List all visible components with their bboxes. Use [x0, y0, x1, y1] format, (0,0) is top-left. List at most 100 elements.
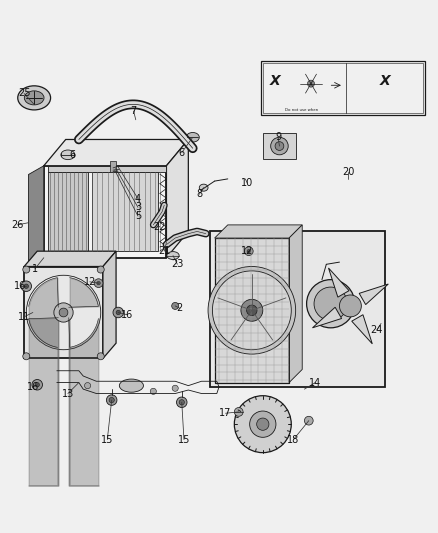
Circle shape: [304, 416, 313, 425]
Circle shape: [257, 418, 269, 430]
Text: 12: 12: [84, 277, 96, 287]
Circle shape: [250, 411, 276, 437]
Ellipse shape: [167, 252, 179, 260]
Circle shape: [94, 279, 103, 287]
Text: 11: 11: [18, 312, 30, 322]
Text: 13: 13: [62, 389, 74, 399]
Polygon shape: [48, 172, 88, 251]
Text: 8: 8: [196, 189, 202, 199]
Text: Do not use when: Do not use when: [285, 108, 318, 112]
Circle shape: [150, 388, 156, 394]
Text: 24: 24: [371, 325, 383, 335]
Bar: [48, 166, 166, 172]
Text: 16: 16: [27, 382, 39, 392]
Circle shape: [97, 353, 104, 360]
Polygon shape: [166, 140, 188, 258]
Circle shape: [23, 353, 30, 360]
Text: 26: 26: [11, 220, 24, 230]
Circle shape: [247, 249, 251, 253]
Circle shape: [35, 383, 39, 387]
Text: X: X: [269, 75, 280, 88]
Text: 14: 14: [309, 377, 321, 387]
Bar: [263, 63, 423, 113]
Circle shape: [59, 308, 68, 317]
Text: 6: 6: [179, 148, 185, 158]
Text: 2: 2: [177, 303, 183, 313]
Text: X: X: [380, 75, 391, 88]
Ellipse shape: [18, 86, 50, 110]
Text: 1: 1: [32, 264, 38, 273]
Polygon shape: [92, 172, 158, 251]
Circle shape: [271, 138, 288, 155]
Circle shape: [32, 379, 42, 390]
Text: 20: 20: [342, 167, 354, 177]
Circle shape: [113, 307, 124, 318]
Circle shape: [109, 398, 114, 403]
Circle shape: [24, 284, 28, 288]
Text: 23: 23: [171, 260, 184, 269]
Polygon shape: [103, 251, 116, 359]
Ellipse shape: [199, 184, 208, 191]
Text: 4: 4: [135, 193, 141, 204]
Circle shape: [314, 287, 347, 320]
Text: 10: 10: [241, 178, 254, 188]
Circle shape: [97, 281, 100, 285]
Polygon shape: [44, 140, 188, 166]
Polygon shape: [28, 166, 44, 266]
Circle shape: [106, 395, 117, 405]
Circle shape: [244, 247, 253, 255]
Ellipse shape: [25, 91, 44, 105]
Circle shape: [241, 300, 263, 321]
Text: 16: 16: [121, 310, 133, 320]
Polygon shape: [215, 225, 302, 238]
Ellipse shape: [186, 133, 199, 142]
Circle shape: [212, 271, 291, 350]
Polygon shape: [215, 238, 289, 383]
Text: 9: 9: [275, 132, 281, 142]
Text: 18: 18: [287, 434, 300, 445]
Polygon shape: [352, 314, 372, 344]
Ellipse shape: [61, 150, 75, 159]
Circle shape: [179, 400, 184, 405]
Polygon shape: [328, 268, 349, 297]
Polygon shape: [44, 166, 166, 258]
Text: 17: 17: [219, 408, 232, 418]
Text: 15: 15: [178, 434, 190, 445]
Text: 16: 16: [14, 281, 26, 291]
Circle shape: [85, 383, 91, 389]
Polygon shape: [359, 284, 389, 304]
Circle shape: [97, 266, 104, 273]
Bar: [110, 161, 116, 172]
Text: 21: 21: [158, 246, 170, 256]
Text: 25: 25: [18, 88, 30, 99]
Polygon shape: [24, 251, 116, 266]
Polygon shape: [24, 266, 103, 359]
Circle shape: [307, 80, 314, 87]
Text: 22: 22: [154, 222, 166, 232]
Circle shape: [339, 295, 361, 317]
Circle shape: [208, 266, 296, 354]
Circle shape: [247, 305, 257, 316]
Circle shape: [275, 142, 284, 150]
Circle shape: [23, 266, 30, 273]
Circle shape: [234, 408, 243, 416]
Text: 3: 3: [135, 203, 141, 212]
Circle shape: [54, 303, 73, 322]
Circle shape: [177, 397, 187, 408]
Bar: [263, 133, 296, 159]
Circle shape: [172, 385, 178, 391]
Bar: [261, 61, 425, 115]
Circle shape: [116, 310, 120, 314]
Circle shape: [307, 280, 355, 328]
Circle shape: [21, 281, 32, 292]
Circle shape: [26, 275, 101, 350]
Text: 6: 6: [69, 150, 75, 160]
Ellipse shape: [119, 379, 143, 392]
Text: 15: 15: [101, 434, 113, 445]
Polygon shape: [312, 307, 342, 328]
Text: 7: 7: [131, 106, 137, 116]
Text: 5: 5: [135, 211, 141, 221]
Circle shape: [234, 395, 291, 453]
Text: 12: 12: [241, 246, 254, 256]
Polygon shape: [210, 231, 385, 387]
